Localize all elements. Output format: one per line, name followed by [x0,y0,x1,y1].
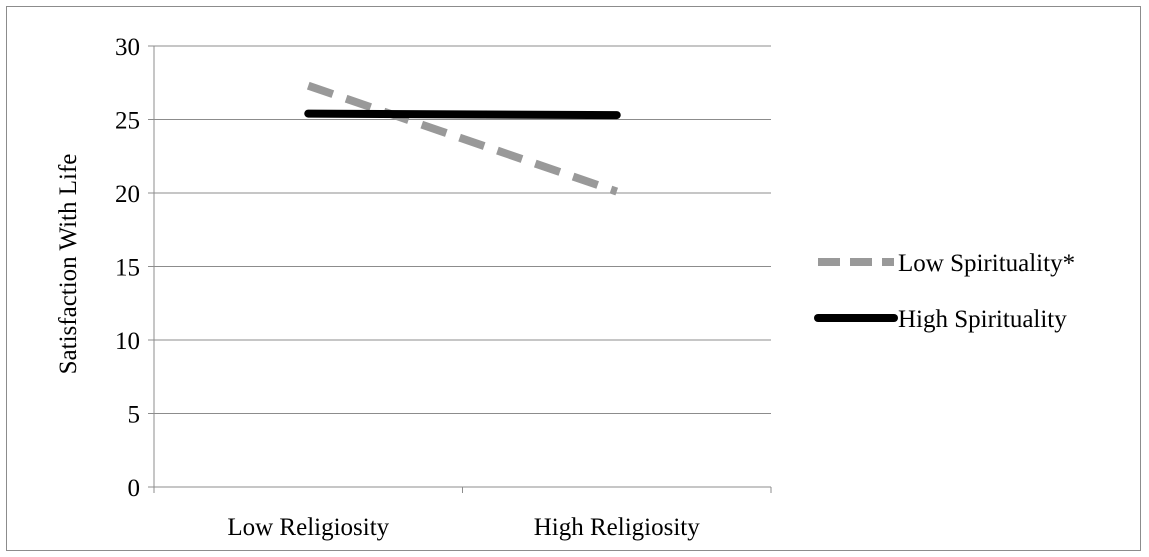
y-tick-labels: 0 5 10 15 20 25 30 [115,34,140,502]
legend-label-low-spirituality: Low Spirituality* [898,250,1075,277]
x-category-label: Low Religiosity [227,514,389,541]
axes [148,45,772,493]
series-lines [304,81,621,196]
x-category-labels: Low Religiosity High Religiosity [227,514,700,541]
y-tick-label-0: 0 [128,475,141,502]
x-category-label: High Religiosity [534,514,700,541]
y-tick-label-5: 5 [128,402,141,429]
y-tick-label-25: 25 [115,108,140,135]
gridlines [154,45,771,414]
chart-frame [6,6,1141,551]
y-tick-label-30: 30 [115,34,140,61]
y-axis-title: Satisfaction With Life [55,154,82,375]
series-line-high-spirituality [304,109,621,120]
y-tick-label-20: 20 [115,181,140,208]
legend: Low Spirituality* High Spirituality [814,250,1075,333]
y-tick-label-15: 15 [115,255,140,282]
legend-label-high-spirituality: High Spirituality [898,306,1067,333]
y-tick-label-10: 10 [115,328,140,355]
series-line-low-spirituality [306,81,619,196]
